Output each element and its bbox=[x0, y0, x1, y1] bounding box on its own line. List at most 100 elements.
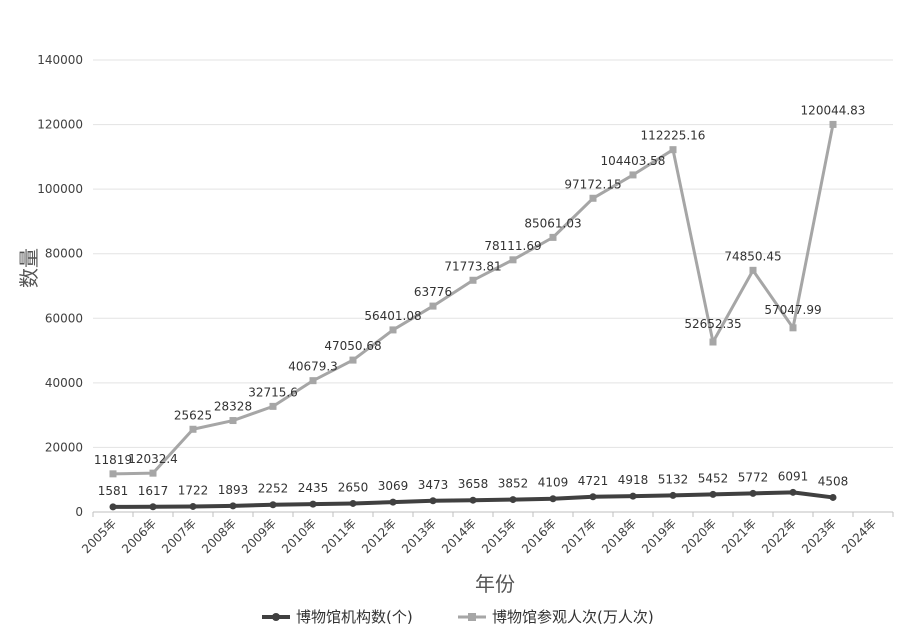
data-label: 12032.4 bbox=[128, 452, 178, 466]
data-point bbox=[229, 417, 237, 425]
data-label: 1581 bbox=[98, 484, 129, 498]
data-labels: 1581 1617 1722 1893 2252 2435 2650 3069 3473 3658… bbox=[94, 103, 866, 497]
data-label: 97172.15 bbox=[564, 177, 621, 191]
data-point bbox=[629, 171, 637, 179]
y-tick-label: 140000 bbox=[37, 53, 83, 67]
data-label: 112225.16 bbox=[641, 129, 706, 143]
data-label: 1893 bbox=[218, 483, 249, 497]
data-point bbox=[309, 500, 317, 508]
y-tick-label: 100000 bbox=[37, 182, 83, 196]
data-point bbox=[789, 324, 797, 332]
data-point bbox=[349, 499, 357, 507]
data-point bbox=[349, 356, 357, 364]
x-tick-label: 2023年 bbox=[799, 516, 839, 556]
data-point bbox=[309, 377, 317, 385]
data-label: 2650 bbox=[338, 480, 369, 494]
gridlines bbox=[93, 59, 893, 513]
data-point bbox=[829, 120, 837, 128]
x-tick-label: 2007年 bbox=[159, 516, 199, 556]
data-point bbox=[189, 425, 197, 433]
x-tick-label: 2019年 bbox=[639, 516, 679, 556]
x-tick-label: 2006年 bbox=[119, 516, 159, 556]
data-label: 4918 bbox=[618, 473, 649, 487]
data-point bbox=[509, 496, 517, 504]
data-point bbox=[389, 498, 397, 506]
data-label: 56401.08 bbox=[364, 309, 421, 323]
data-label: 32715.6 bbox=[248, 385, 298, 399]
data-label: 3473 bbox=[418, 478, 449, 492]
data-label: 57047.99 bbox=[764, 303, 821, 317]
data-label: 2435 bbox=[298, 481, 329, 495]
x-tick-label: 2018年 bbox=[599, 516, 639, 556]
x-tick-label: 2012年 bbox=[359, 516, 399, 556]
x-tick-label: 2005年 bbox=[79, 516, 119, 556]
data-label: 74850.45 bbox=[724, 249, 781, 263]
x-tick-label: 2020年 bbox=[679, 516, 719, 556]
data-point bbox=[429, 302, 437, 310]
data-point bbox=[829, 493, 837, 501]
data-label: 5772 bbox=[738, 470, 769, 484]
x-tick-label: 2015年 bbox=[479, 516, 519, 556]
data-point bbox=[189, 502, 197, 510]
y-tick-label: 80000 bbox=[45, 247, 83, 261]
data-label: 5452 bbox=[698, 471, 729, 485]
legend-marker bbox=[468, 613, 476, 621]
y-axis-title: 数量 bbox=[17, 248, 41, 288]
y-tick-label: 120000 bbox=[37, 118, 83, 132]
data-point bbox=[149, 469, 157, 477]
data-label: 2252 bbox=[258, 482, 289, 496]
series-line-2 bbox=[112, 124, 835, 476]
data-point bbox=[549, 495, 557, 503]
data-point bbox=[109, 503, 117, 511]
data-label: 11819 bbox=[94, 453, 132, 467]
x-tick-label: 2013年 bbox=[399, 516, 439, 556]
y-tick-label: 20000 bbox=[45, 440, 83, 454]
data-point bbox=[589, 493, 597, 501]
x-tick-label: 2022年 bbox=[759, 516, 799, 556]
x-tick-label: 2024年 bbox=[839, 516, 879, 556]
data-point bbox=[269, 402, 277, 410]
data-point bbox=[549, 233, 557, 241]
data-label: 120044.83 bbox=[801, 103, 866, 117]
data-point bbox=[469, 496, 477, 504]
legend-marker bbox=[272, 613, 280, 621]
data-label: 5132 bbox=[658, 472, 689, 486]
y-tick-label: 60000 bbox=[45, 311, 83, 325]
data-point bbox=[109, 470, 117, 478]
x-tick-label: 2008年 bbox=[199, 516, 239, 556]
data-point bbox=[669, 491, 677, 499]
data-point bbox=[509, 256, 517, 264]
data-point bbox=[789, 488, 797, 496]
x-tick-label: 2010年 bbox=[279, 516, 319, 556]
data-point bbox=[749, 489, 757, 497]
data-label: 6091 bbox=[778, 469, 809, 483]
data-label: 1722 bbox=[178, 483, 209, 497]
data-point bbox=[629, 492, 637, 500]
legend-label: 博物馆参观人次(万人次) bbox=[492, 608, 654, 626]
data-label: 3852 bbox=[498, 477, 529, 491]
data-point bbox=[709, 490, 717, 498]
y-tick-label: 0 bbox=[75, 505, 83, 519]
x-tick-label: 2016年 bbox=[519, 516, 559, 556]
data-label: 28328 bbox=[214, 400, 252, 414]
data-point bbox=[589, 194, 597, 202]
legend-label: 博物馆机构数(个) bbox=[296, 608, 413, 626]
data-label: 4109 bbox=[538, 476, 569, 490]
data-point bbox=[229, 502, 237, 510]
series-lines bbox=[109, 120, 837, 511]
x-tick-label: 2014年 bbox=[439, 516, 479, 556]
data-label: 85061.03 bbox=[524, 216, 581, 230]
data-point bbox=[269, 501, 277, 509]
data-label: 52652.35 bbox=[684, 317, 741, 331]
x-axis-title: 年份 bbox=[475, 572, 515, 596]
x-tick-label: 2011年 bbox=[319, 516, 359, 556]
data-label: 4508 bbox=[818, 474, 849, 488]
data-label: 25625 bbox=[174, 408, 212, 422]
data-label: 1617 bbox=[138, 484, 169, 498]
data-point bbox=[429, 497, 437, 505]
data-label: 4721 bbox=[578, 474, 609, 488]
data-label: 63776 bbox=[414, 285, 452, 299]
data-label: 3658 bbox=[458, 477, 489, 491]
x-tick-label: 2021年 bbox=[719, 516, 759, 556]
